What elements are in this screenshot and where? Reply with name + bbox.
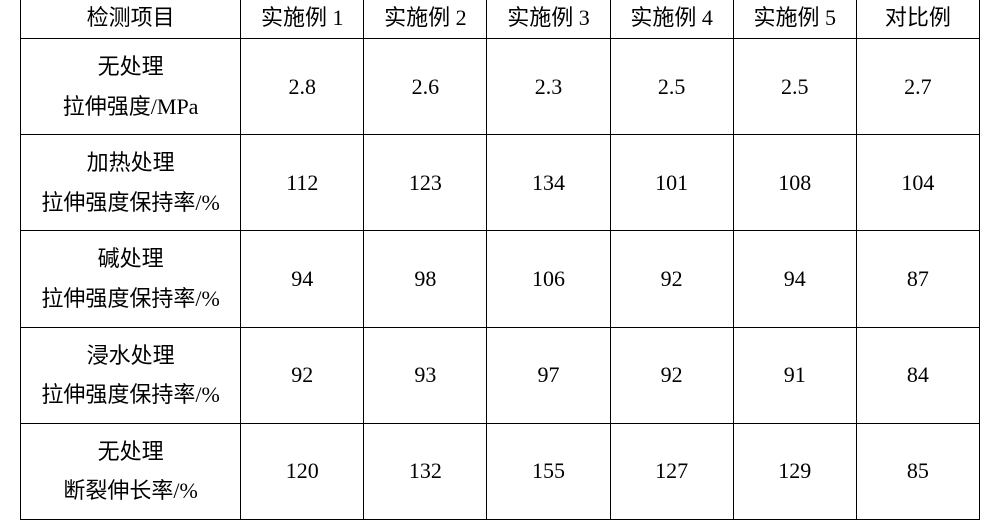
data-cell: 2.3: [487, 39, 610, 135]
header-example-1: 实施例 1: [241, 0, 364, 39]
data-cell: 123: [364, 135, 487, 231]
data-cell: 97: [487, 327, 610, 423]
data-cell: 91: [733, 327, 856, 423]
table-row: 浸水处理 拉伸强度保持率/% 92 93 97 92 91 84: [21, 327, 980, 423]
table-row: 无处理 拉伸强度/MPa 2.8 2.6 2.3 2.5 2.5 2.7: [21, 39, 980, 135]
data-cell: 92: [241, 327, 364, 423]
header-example-4: 实施例 4: [610, 0, 733, 39]
row-label-line2: 拉伸强度保持率/%: [25, 279, 236, 319]
data-cell: 2.8: [241, 39, 364, 135]
data-table: 检测项目 实施例 1 实施例 2 实施例 3 实施例 4 实施例 5 对比例 无…: [20, 0, 980, 520]
row-label-line1: 碱处理: [25, 239, 236, 279]
data-cell: 87: [856, 231, 979, 327]
data-cell: 98: [364, 231, 487, 327]
data-cell: 92: [610, 231, 733, 327]
row-label: 加热处理 拉伸强度保持率/%: [21, 135, 241, 231]
row-label-line2: 断裂伸长率/%: [25, 471, 236, 511]
data-cell: 84: [856, 327, 979, 423]
row-label: 碱处理 拉伸强度保持率/%: [21, 231, 241, 327]
row-label: 无处理 断裂伸长率/%: [21, 423, 241, 519]
data-cell: 134: [487, 135, 610, 231]
data-cell: 93: [364, 327, 487, 423]
data-cell: 106: [487, 231, 610, 327]
table-row: 加热处理 拉伸强度保持率/% 112 123 134 101 108 104: [21, 135, 980, 231]
row-label-line2: 拉伸强度保持率/%: [25, 183, 236, 223]
header-example-5: 实施例 5: [733, 0, 856, 39]
header-item-name: 检测项目: [21, 0, 241, 39]
header-comparison: 对比例: [856, 0, 979, 39]
data-cell: 85: [856, 423, 979, 519]
row-label: 浸水处理 拉伸强度保持率/%: [21, 327, 241, 423]
row-label: 无处理 拉伸强度/MPa: [21, 39, 241, 135]
data-cell: 104: [856, 135, 979, 231]
data-cell: 2.7: [856, 39, 979, 135]
data-cell: 112: [241, 135, 364, 231]
row-label-line1: 浸水处理: [25, 336, 236, 376]
table-row: 无处理 断裂伸长率/% 120 132 155 127 129 85: [21, 423, 980, 519]
data-table-container: 检测项目 实施例 1 实施例 2 实施例 3 实施例 4 实施例 5 对比例 无…: [20, 0, 980, 520]
data-cell: 155: [487, 423, 610, 519]
data-cell: 132: [364, 423, 487, 519]
row-label-line1: 无处理: [25, 47, 236, 87]
row-label-line2: 拉伸强度保持率/%: [25, 375, 236, 415]
data-cell: 129: [733, 423, 856, 519]
row-label-line1: 加热处理: [25, 143, 236, 183]
data-cell: 2.5: [733, 39, 856, 135]
table-row: 碱处理 拉伸强度保持率/% 94 98 106 92 94 87: [21, 231, 980, 327]
data-cell: 94: [733, 231, 856, 327]
data-cell: 120: [241, 423, 364, 519]
row-label-line2: 拉伸强度/MPa: [25, 87, 236, 127]
data-cell: 94: [241, 231, 364, 327]
table-header-row: 检测项目 实施例 1 实施例 2 实施例 3 实施例 4 实施例 5 对比例: [21, 0, 980, 39]
header-example-3: 实施例 3: [487, 0, 610, 39]
data-cell: 2.5: [610, 39, 733, 135]
data-cell: 2.6: [364, 39, 487, 135]
row-label-line1: 无处理: [25, 432, 236, 472]
data-cell: 127: [610, 423, 733, 519]
data-cell: 108: [733, 135, 856, 231]
data-cell: 101: [610, 135, 733, 231]
data-cell: 92: [610, 327, 733, 423]
header-example-2: 实施例 2: [364, 0, 487, 39]
